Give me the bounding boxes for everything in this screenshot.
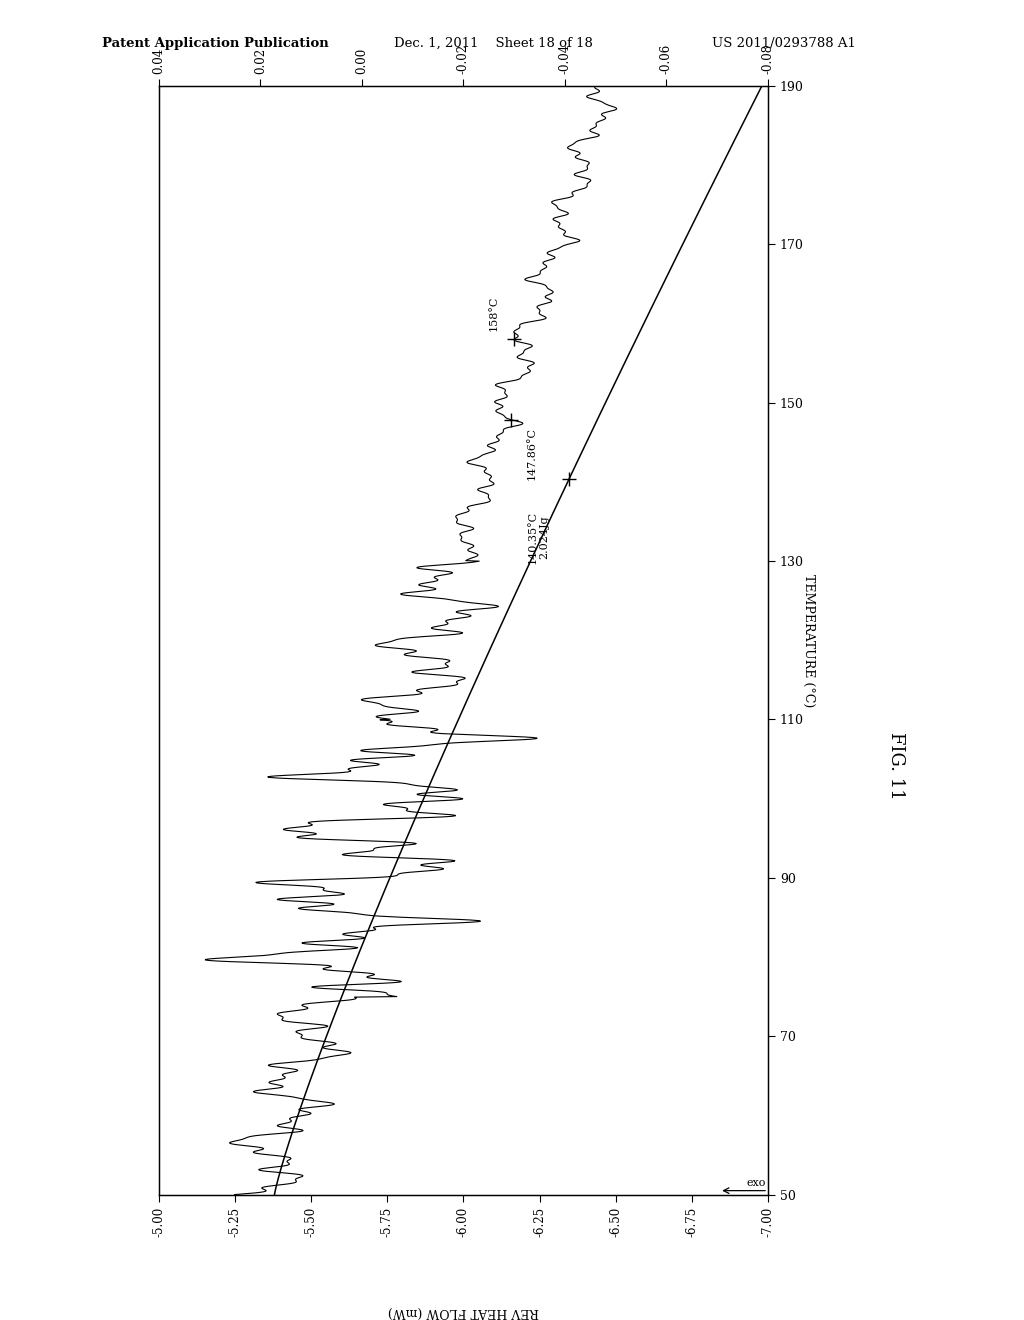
- Text: FIG. 11: FIG. 11: [887, 731, 905, 800]
- Y-axis label: TEMPERATURE (°C): TEMPERATURE (°C): [802, 574, 815, 706]
- Text: exo: exo: [746, 1179, 766, 1188]
- Text: 158°C: 158°C: [488, 296, 499, 331]
- X-axis label: REV HEAT FLOW (mW): REV HEAT FLOW (mW): [388, 1305, 539, 1319]
- Text: US 2011/0293788 A1: US 2011/0293788 A1: [712, 37, 856, 50]
- Text: 140.35°C
2.024Jg: 140.35°C 2.024Jg: [527, 511, 549, 564]
- Text: Dec. 1, 2011    Sheet 18 of 18: Dec. 1, 2011 Sheet 18 of 18: [394, 37, 593, 50]
- Text: 147.86°C: 147.86°C: [526, 428, 537, 480]
- Text: Patent Application Publication: Patent Application Publication: [102, 37, 329, 50]
